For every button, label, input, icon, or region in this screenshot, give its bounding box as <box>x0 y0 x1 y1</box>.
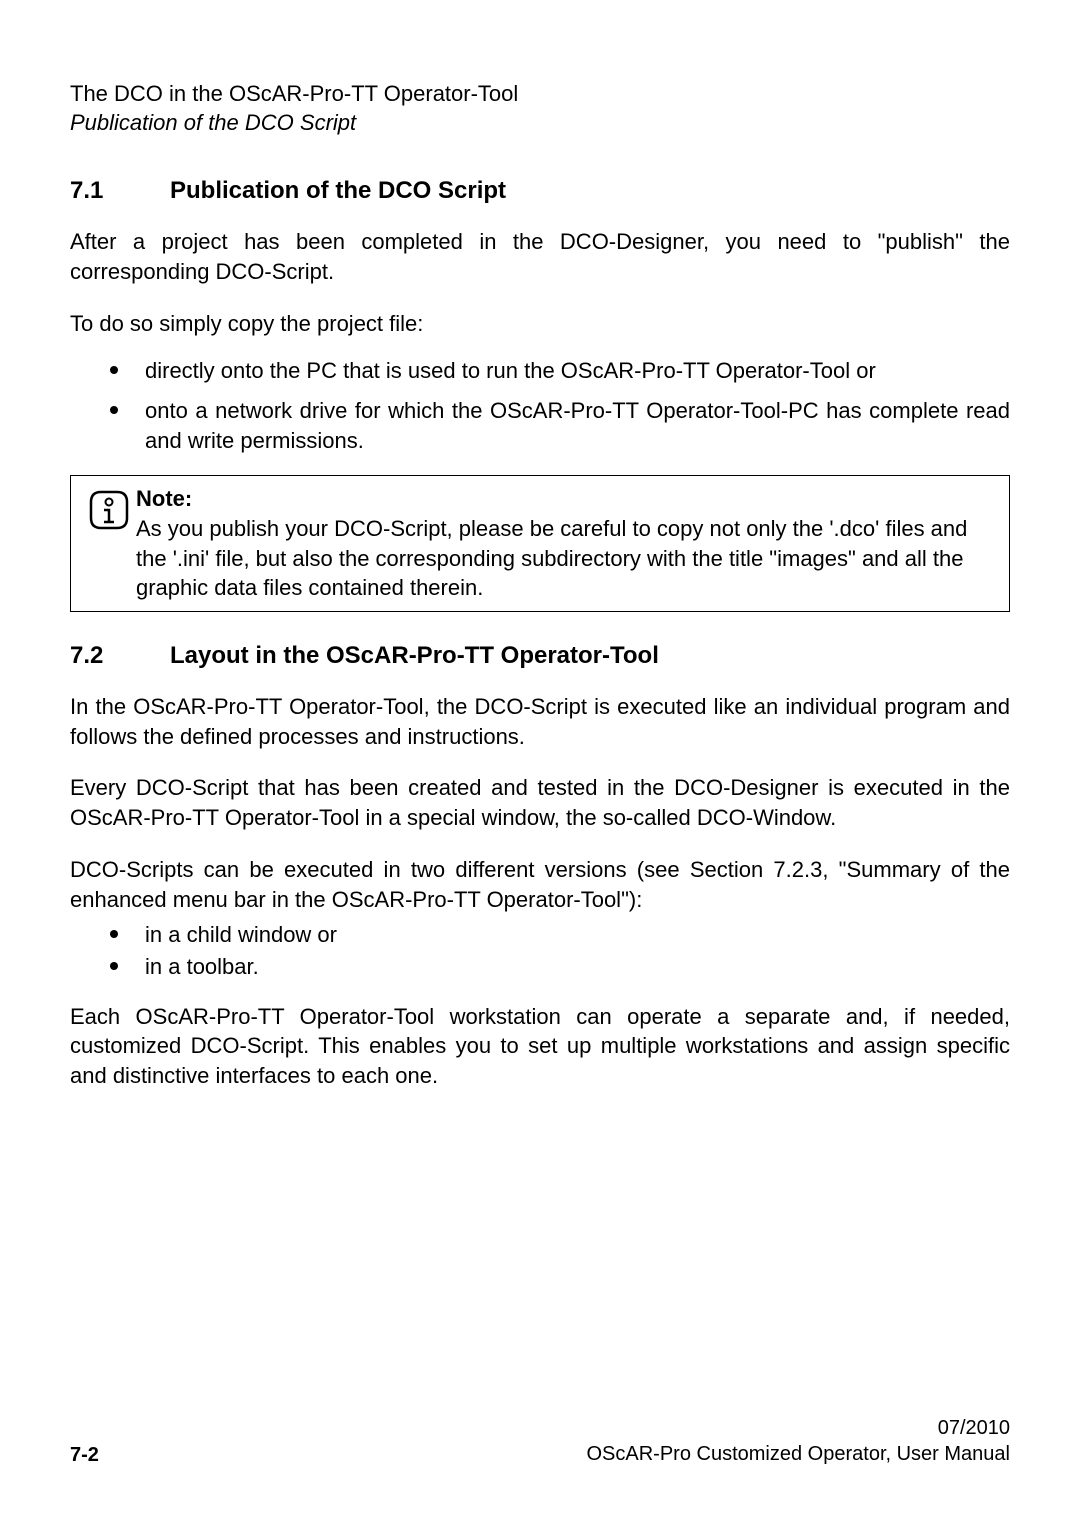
list-item: directly onto the PC that is used to run… <box>70 356 1010 386</box>
paragraph: Each OScAR-Pro-TT Operator-Tool workstat… <box>70 1002 1010 1091</box>
note-text: As you publish your DCO-Script, please b… <box>136 516 967 600</box>
list-item: in a child window or <box>70 920 1010 950</box>
section-title: Publication of the DCO Script <box>170 177 1010 205</box>
list-item: in a toolbar. <box>70 952 1010 982</box>
bullet-list: directly onto the PC that is used to run… <box>70 356 1010 455</box>
footer-doc-title: OScAR-Pro Customized Operator, User Manu… <box>587 1441 1011 1467</box>
paragraph: Every DCO-Script that has been created a… <box>70 773 1010 832</box>
note-content: Note: As you publish your DCO-Script, pl… <box>136 484 999 603</box>
paragraph: After a project has been completed in th… <box>70 227 1010 286</box>
page-footer: 7-2 07/2010 OScAR-Pro Customized Operato… <box>70 1415 1010 1467</box>
document-page: The DCO in the OScAR-Pro-TT Operator-Too… <box>0 0 1080 1527</box>
section-7-1-heading: 7.1 Publication of the DCO Script <box>70 177 1010 205</box>
footer-date: 07/2010 <box>587 1415 1011 1441</box>
section-number: 7.1 <box>70 177 170 205</box>
footer-right: 07/2010 OScAR-Pro Customized Operator, U… <box>587 1415 1011 1467</box>
page-number: 7-2 <box>70 1444 99 1467</box>
header-chapter: The DCO in the OScAR-Pro-TT Operator-Too… <box>70 80 1010 109</box>
section-7-2-heading: 7.2 Layout in the OScAR-Pro-TT Operator-… <box>70 642 1010 670</box>
paragraph: In the OScAR-Pro-TT Operator-Tool, the D… <box>70 692 1010 751</box>
header-section: Publication of the DCO Script <box>70 109 1010 138</box>
note-box: Note: As you publish your DCO-Script, pl… <box>70 475 1010 612</box>
note-label: Note: <box>136 486 192 511</box>
section-number: 7.2 <box>70 642 170 670</box>
paragraph: To do so simply copy the project file: <box>70 309 1010 339</box>
paragraph: DCO-Scripts can be executed in two diffe… <box>70 855 1010 914</box>
bullet-list: in a child window or in a toolbar. <box>70 920 1010 981</box>
section-title: Layout in the OScAR-Pro-TT Operator-Tool <box>170 642 1010 670</box>
info-icon <box>81 484 136 532</box>
list-item: onto a network drive for which the OScAR… <box>70 396 1010 455</box>
